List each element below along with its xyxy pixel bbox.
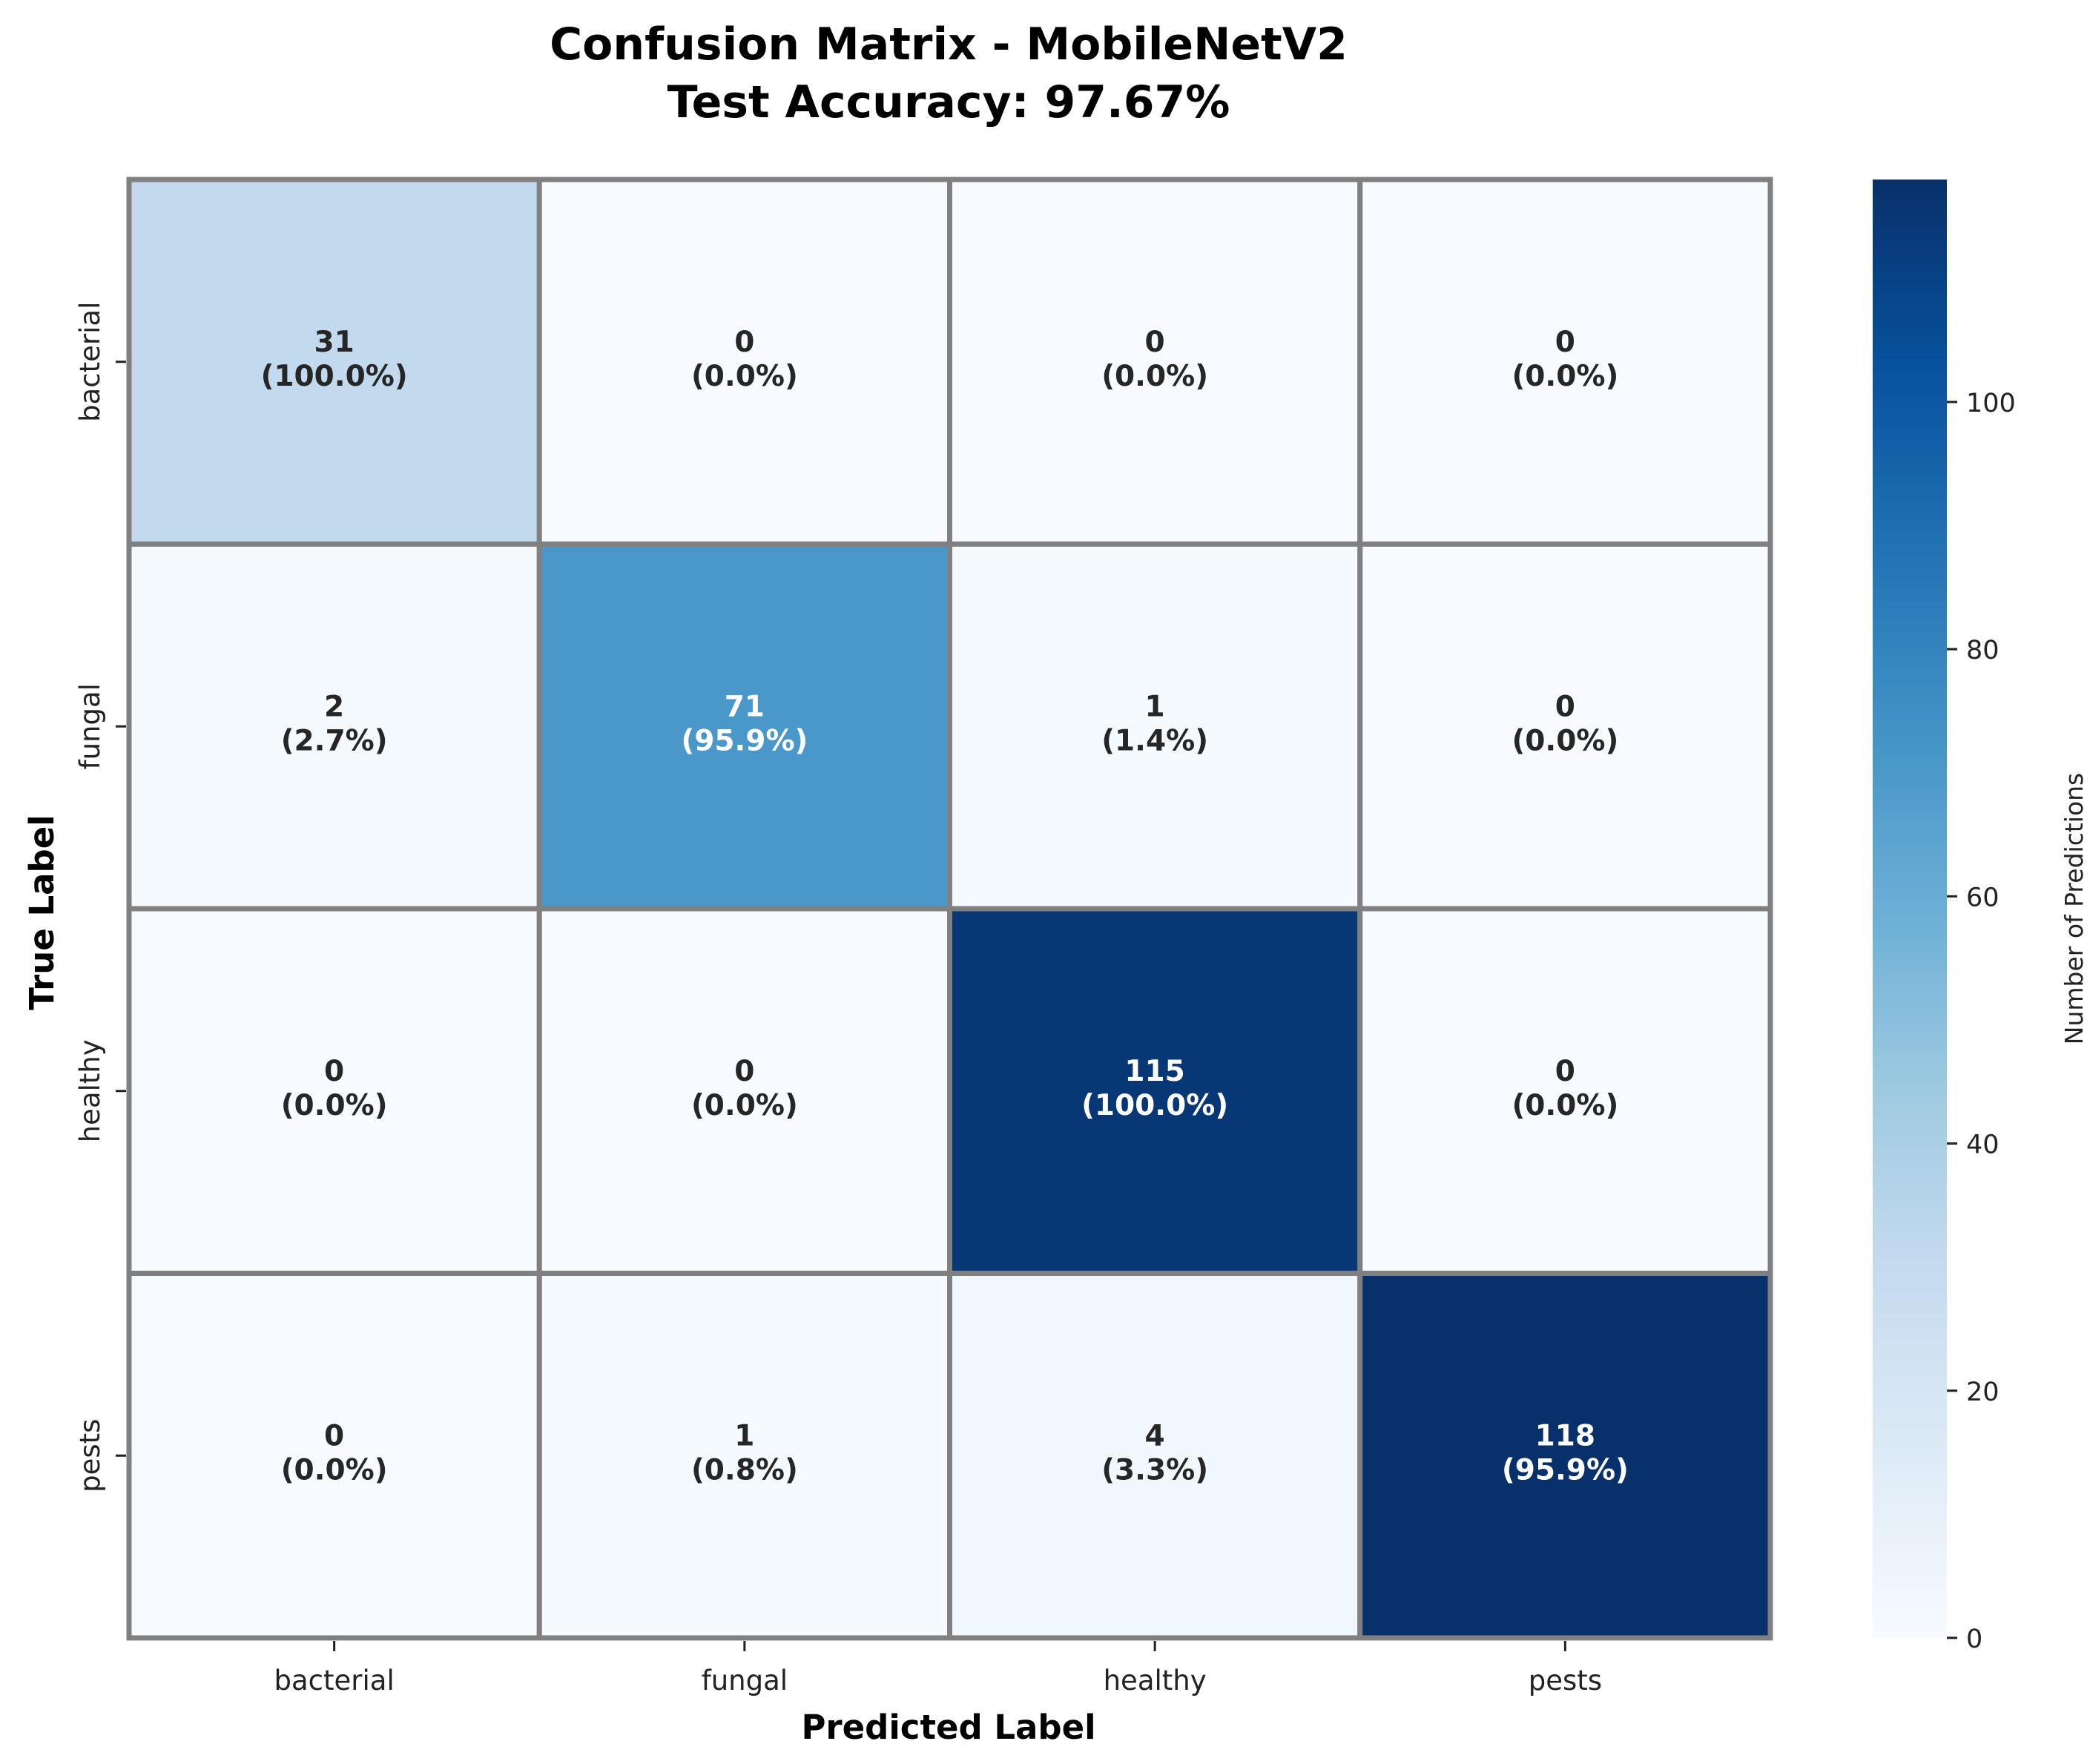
heatmap-cell	[126, 542, 542, 912]
cell-percent-label: (95.9%)	[681, 724, 808, 757]
colorbar-tick-label: 80	[1966, 636, 2000, 665]
cell-percent-label: (0.0%)	[1101, 360, 1208, 393]
x-tick-label: pests	[1529, 1665, 1602, 1696]
cell-count-label: 0	[324, 1055, 344, 1088]
cell-count-label: 118	[1535, 1419, 1595, 1452]
heatmap-cell	[1357, 1271, 1773, 1641]
heatmap-cell	[536, 906, 952, 1276]
cell-percent-label: (1.4%)	[1101, 724, 1208, 757]
cell-count-label: 31	[314, 326, 354, 359]
cell-percent-label: (0.0%)	[691, 1089, 798, 1122]
y-tick-label: pests	[74, 1419, 106, 1493]
cell-percent-label: (3.3%)	[1101, 1453, 1208, 1487]
x-tick-label: healthy	[1104, 1665, 1207, 1696]
heatmap-cells	[126, 177, 1773, 1641]
heatmap-cell	[536, 177, 952, 547]
cell-percent-label: (0.0%)	[1512, 360, 1618, 393]
cell-percent-label: (100.0%)	[1081, 1089, 1228, 1122]
colorbar	[1873, 180, 1947, 1638]
cell-count-label: 71	[725, 690, 765, 723]
heatmap-cell	[1357, 177, 1773, 547]
y-tick-label: fungal	[74, 683, 106, 769]
heatmap-cell	[536, 1271, 952, 1641]
heatmap-cell	[947, 177, 1363, 547]
cell-percent-label: (100.0%)	[261, 360, 408, 393]
y-axis-ticks: bacterial fungal healthy pests	[74, 302, 126, 1493]
heatmap-cell	[1357, 542, 1773, 912]
x-tick-label: fungal	[702, 1665, 788, 1696]
cell-count-label: 1	[734, 1419, 754, 1452]
cell-percent-label: (95.9%)	[1502, 1453, 1629, 1487]
cell-count-label: 4	[1145, 1419, 1165, 1452]
x-axis-label: Predicted Label	[801, 1708, 1095, 1747]
x-axis-ticks: bacterial fungal healthy pests	[274, 1641, 1602, 1696]
cell-percent-label: (0.0%)	[691, 360, 798, 393]
cell-count-label: 0	[734, 326, 754, 359]
colorbar-tick-label: 60	[1966, 883, 2000, 912]
cell-percent-label: (0.0%)	[281, 1453, 388, 1487]
cell-count-label: 0	[734, 1055, 754, 1088]
cell-count-label: 0	[1555, 1055, 1575, 1088]
cell-percent-label: (2.7%)	[281, 724, 388, 757]
chart-title-line1: Confusion Matrix - MobileNetV2	[550, 19, 1348, 70]
colorbar-tick-label: 100	[1966, 389, 2016, 418]
x-tick-label: bacterial	[274, 1665, 395, 1696]
cell-count-label: 1	[1145, 690, 1165, 723]
heatmap-cell	[126, 1271, 542, 1641]
cell-count-label: 0	[1555, 326, 1575, 359]
heatmap-cell	[126, 177, 542, 547]
cell-percent-label: (0.8%)	[691, 1453, 798, 1487]
colorbar-ticks: 0 20 40 60 80 100	[1947, 389, 2016, 1654]
colorbar-label: Number of Predictions	[2060, 773, 2089, 1044]
cell-count-label: 0	[324, 1419, 344, 1452]
heatmap-cell	[536, 542, 952, 912]
cell-percent-label: (0.0%)	[1512, 1089, 1618, 1122]
heatmap-annotations: 31(100.0%)0(0.0%)0(0.0%)0(0.0%)2(2.7%)71…	[261, 326, 1629, 1487]
y-axis-label: True Label	[22, 814, 62, 1010]
chart-title-line2: Test Accuracy: 97.67%	[667, 76, 1230, 128]
colorbar-tick-label: 0	[1966, 1625, 1982, 1654]
y-tick-label: bacterial	[74, 302, 106, 422]
heatmap-cell	[1357, 906, 1773, 1276]
cell-count-label: 115	[1124, 1055, 1184, 1088]
colorbar-tick-label: 40	[1966, 1131, 2000, 1160]
cell-count-label: 0	[1555, 690, 1575, 723]
cell-count-label: 2	[324, 690, 344, 723]
cell-percent-label: (0.0%)	[1512, 724, 1618, 757]
cell-count-label: 0	[1145, 326, 1165, 359]
colorbar-tick-label: 20	[1966, 1378, 2000, 1407]
y-tick-label: healthy	[74, 1039, 106, 1142]
cell-percent-label: (0.0%)	[281, 1089, 388, 1122]
